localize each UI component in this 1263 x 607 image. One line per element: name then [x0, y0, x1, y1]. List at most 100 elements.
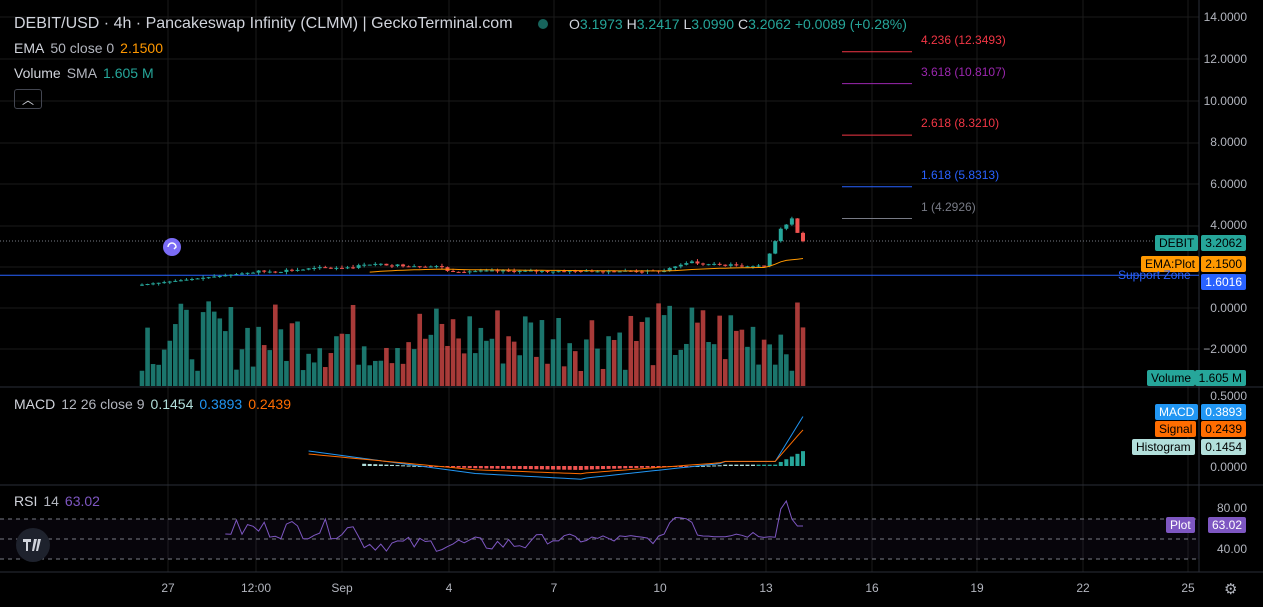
macd-histogram-bar	[651, 466, 656, 468]
volume-bar	[595, 348, 600, 386]
close-value: 3.2062	[748, 16, 791, 32]
candle-body	[673, 266, 678, 269]
volume-bar	[195, 370, 200, 386]
volume-bar	[572, 351, 578, 386]
macd-line-value: 0.3893	[199, 396, 243, 412]
volume-bar	[378, 360, 384, 386]
macd-histogram-bar	[645, 466, 650, 468]
volume-bar	[167, 340, 173, 386]
volume-bar	[606, 336, 611, 386]
volume-bar	[156, 364, 161, 386]
ema-name: EMA	[14, 40, 45, 56]
macd-histogram-bar	[478, 466, 483, 469]
candle-body	[456, 271, 461, 273]
series-name-tag: DEBIT	[1155, 235, 1199, 251]
candle-body	[189, 279, 194, 281]
macd-histogram-bar	[628, 466, 633, 469]
volume-bar	[239, 349, 245, 386]
volume-bar	[672, 354, 678, 386]
candle-body	[406, 266, 411, 268]
macd-histogram-bar	[706, 465, 711, 467]
volume-bar	[478, 327, 484, 386]
candle-body	[351, 267, 356, 269]
candle-body	[506, 270, 511, 272]
macd-histogram-bar	[778, 461, 783, 466]
volume-bar	[734, 330, 739, 386]
rsi-line	[225, 499, 803, 552]
volume-bar	[545, 363, 550, 386]
volume-name-tag: Volume	[1147, 370, 1196, 386]
candle-body	[617, 271, 622, 273]
collapse-legend-button[interactable]: ︿	[14, 89, 42, 109]
volume-bar	[511, 341, 517, 386]
signal-value-tag: 0.2439	[1201, 421, 1246, 437]
volume-bar	[678, 349, 684, 386]
ema-name-tag: EMA:Plot	[1141, 256, 1200, 272]
rsi-legend[interactable]: RSI 14 63.02	[14, 493, 106, 509]
candle-body	[228, 274, 233, 276]
volume-bar	[289, 323, 295, 386]
candle-body	[745, 266, 750, 268]
support-value-tag: 1.6016	[1201, 274, 1246, 290]
candle-body	[239, 273, 244, 275]
candle-body	[512, 270, 517, 272]
macd-histogram-bar	[462, 466, 467, 468]
candle-body	[784, 224, 789, 229]
candle-body	[801, 232, 805, 242]
event-marker[interactable]	[163, 238, 181, 256]
volume-bar	[256, 326, 261, 386]
tradingview-logo[interactable]	[16, 528, 50, 562]
candle-body	[762, 265, 767, 267]
fib-level-label: 4.236 (12.3493)	[921, 32, 1006, 47]
signal-name-tag: Signal	[1155, 421, 1197, 437]
macd-histogram-bar	[584, 466, 589, 470]
candle-body	[462, 271, 467, 273]
candle-body	[267, 271, 272, 273]
histogram-name-tag: Histogram	[1132, 439, 1195, 455]
volume-name: Volume	[14, 65, 61, 81]
volume-bar	[306, 353, 311, 386]
price-axis-label: −2.0000	[1203, 342, 1247, 356]
candlestick-series	[140, 216, 805, 287]
volume-bar	[300, 370, 306, 386]
macd-histogram-bar	[756, 464, 761, 466]
macd-histogram-bar	[401, 465, 406, 467]
candle-body	[217, 275, 222, 277]
fib-level-label: 1 (4.2926)	[921, 199, 976, 214]
market-status-icon[interactable]	[538, 19, 548, 29]
volume-bar	[339, 333, 345, 386]
candle-body	[739, 265, 744, 267]
volume-bar	[784, 354, 789, 386]
candle-body	[467, 271, 472, 273]
macd-legend[interactable]: MACD 12 26 close 9 0.1454 0.3893 0.2439	[14, 396, 297, 412]
volume-bar	[550, 339, 556, 386]
volume-bar	[711, 344, 717, 386]
candle-body	[140, 284, 144, 286]
volume-legend[interactable]: Volume SMA 1.605 M	[14, 65, 160, 81]
volume-bar	[489, 338, 495, 386]
candle-body	[451, 270, 456, 272]
candle-body	[734, 264, 739, 266]
candle-body	[795, 218, 800, 233]
candle-body	[212, 276, 217, 278]
fib-extension[interactable]	[842, 51, 912, 220]
volume-bar	[434, 308, 439, 386]
volume-bar	[700, 310, 706, 386]
ema-legend[interactable]: EMA 50 close 0 2.1500	[14, 40, 169, 56]
volume-bar	[178, 303, 184, 386]
candle-body	[273, 271, 278, 273]
event-marker-icon	[167, 242, 177, 250]
macd-histogram-bar	[512, 466, 517, 469]
settings-gear-icon[interactable]: ⚙	[1224, 581, 1238, 598]
ema-params: 50 close 0	[50, 40, 115, 56]
volume-bar	[184, 309, 189, 386]
candle-body	[695, 261, 700, 264]
volume-bar	[561, 366, 567, 386]
volume-bar	[528, 322, 534, 386]
volume-bar	[689, 307, 695, 386]
candle-body	[434, 266, 439, 268]
candle-body	[378, 263, 383, 265]
time-axis-label: 10	[653, 581, 667, 595]
volume-bar	[284, 360, 289, 386]
